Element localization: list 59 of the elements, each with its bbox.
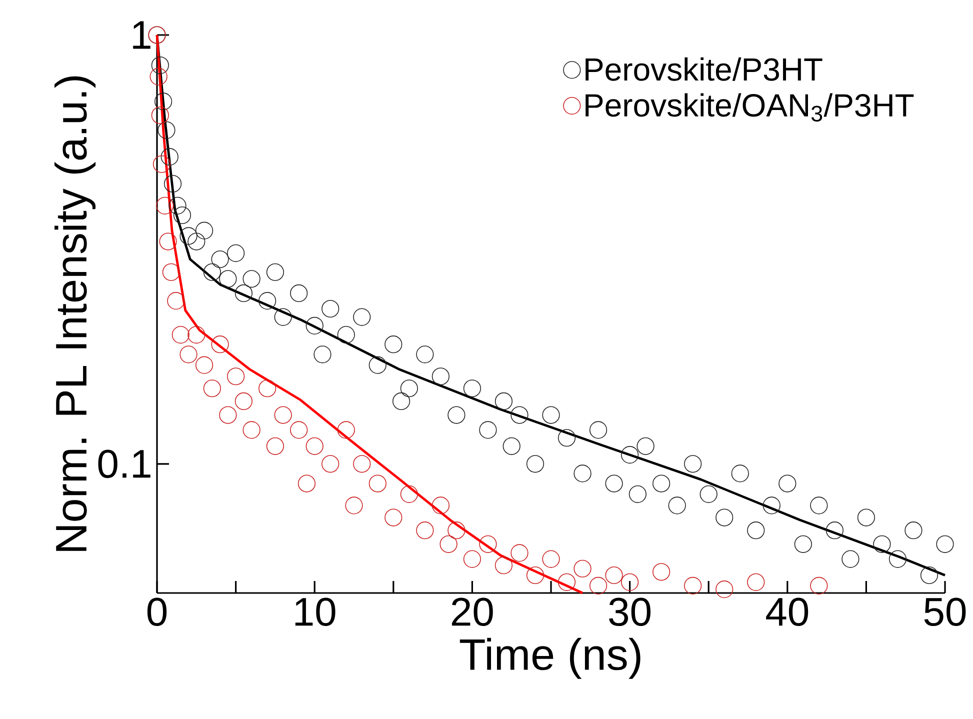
point	[416, 522, 434, 540]
x-tick-label: 20	[452, 598, 493, 626]
point	[219, 406, 237, 424]
point	[448, 522, 466, 540]
x-tick-label: 10	[295, 598, 336, 626]
point	[274, 406, 292, 424]
point	[384, 508, 402, 526]
point	[266, 437, 284, 455]
point	[400, 485, 418, 503]
point	[510, 544, 528, 562]
point	[180, 346, 198, 364]
x-tick-label: 50	[924, 598, 966, 626]
point	[203, 380, 221, 398]
point	[810, 576, 828, 595]
point	[345, 496, 363, 514]
point	[188, 326, 206, 344]
point	[322, 455, 340, 473]
point	[172, 326, 190, 344]
point	[298, 474, 316, 492]
point	[684, 576, 702, 595]
point	[526, 566, 544, 584]
point	[440, 535, 458, 553]
point	[211, 336, 229, 354]
point	[306, 437, 324, 455]
legend-label: Perovskite/OAN$_{3}$/P3HT	[586, 93, 914, 122]
point	[167, 292, 185, 310]
x-tick-label: 0	[147, 598, 167, 626]
y-axis-title: Norm. PL Intensity (a.u.)	[54, 76, 96, 551]
point	[242, 421, 260, 439]
point	[151, 106, 169, 124]
point	[159, 232, 177, 250]
point	[542, 550, 560, 568]
x-axis-title: Time (ns)	[460, 638, 640, 679]
point	[621, 573, 639, 591]
point	[574, 560, 592, 578]
point	[494, 556, 513, 574]
point	[368, 474, 386, 492]
point	[432, 496, 450, 514]
x-tick-label: 30	[609, 598, 650, 626]
legend-label: Perovskite/P3HT	[586, 57, 822, 81]
point	[337, 421, 355, 439]
point	[162, 263, 180, 281]
point	[195, 356, 214, 374]
point	[353, 455, 371, 473]
y-tick-label: 1	[133, 21, 150, 49]
point	[234, 392, 252, 410]
point	[589, 576, 608, 595]
point	[716, 580, 734, 598]
point	[227, 368, 245, 386]
point	[652, 563, 670, 581]
point	[290, 421, 308, 439]
point	[558, 573, 576, 591]
x-tick-label: 40	[766, 598, 808, 626]
point	[463, 550, 482, 568]
point	[258, 380, 276, 398]
point	[605, 566, 623, 584]
y-tick-label: 0.1	[98, 450, 150, 478]
point	[479, 535, 497, 553]
point	[747, 573, 765, 591]
